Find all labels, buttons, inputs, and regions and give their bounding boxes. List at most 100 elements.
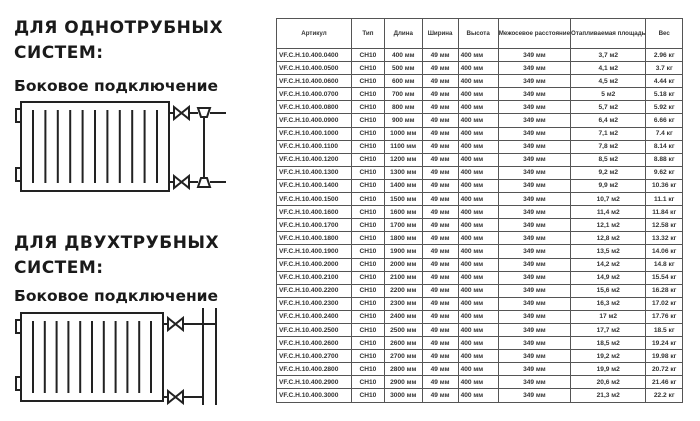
table-cell: 1600 мм: [383, 205, 423, 220]
table-cell: 21.46 кг: [645, 375, 683, 390]
table-cell: 15,6 м2: [570, 283, 647, 298]
table-cell: 349 мм: [497, 218, 572, 233]
table-cell: VF.C.H.10.400.0600: [276, 74, 352, 89]
table-cell: 349 мм: [497, 309, 572, 324]
table-cell: 400 мм: [457, 218, 499, 233]
table-cell: VF.C.H.10.400.2800: [276, 362, 352, 377]
table-cell: 4.44 кг: [645, 74, 683, 89]
table-cell: 349 мм: [497, 205, 572, 220]
table-cell: 49 мм: [421, 296, 459, 311]
table-cell: 400 мм: [457, 270, 499, 285]
table-cell: 10,7 м2: [570, 192, 647, 207]
table-cell: 15.54 кг: [645, 270, 683, 285]
table-cell: CH10: [350, 126, 385, 141]
table-cell: 11.1 кг: [645, 192, 683, 207]
table-cell: 400 мм: [457, 244, 499, 259]
table-cell: CH10: [350, 283, 385, 298]
table-cell: 400 мм: [457, 165, 499, 180]
table-cell: 400 мм: [383, 47, 423, 63]
table-cell: 400 мм: [457, 322, 499, 338]
table-cell: 700 мм: [383, 87, 423, 102]
two-pipe-title: ДЛЯ ДВУХТРУБНЫХ: [14, 233, 220, 253]
table-row: VF.C.H.10.400.1900 CH10 1900 мм 49 мм 400 мм…: [276, 244, 683, 259]
table-cell: CH10: [350, 322, 385, 338]
table-cell: 8.14 кг: [645, 139, 683, 154]
table-cell: CH10: [350, 100, 385, 115]
table-cell: 349 мм: [497, 349, 572, 364]
table-cell: 17.02 кг: [645, 296, 683, 311]
table-row: VF.C.H.10.400.1600 CH10 1600 мм 49 мм 400 мм…: [276, 205, 683, 220]
column-header: Ширина: [421, 18, 459, 49]
table-cell: 17 м2: [570, 309, 647, 324]
table-cell: 400 мм: [457, 126, 499, 141]
table-cell: 349 мм: [497, 47, 572, 63]
table-cell: 400 мм: [457, 388, 499, 403]
table-cell: CH10: [350, 388, 385, 403]
table-cell: 10.36 кг: [645, 178, 683, 194]
table-cell: 5,7 м2: [570, 100, 647, 115]
table-cell: 349 мм: [497, 178, 572, 194]
table-cell: 1100 мм: [383, 139, 423, 154]
table-cell: 400 мм: [457, 61, 499, 76]
table-cell: VF.C.H.10.400.1300: [276, 165, 352, 180]
table-cell: 1400 мм: [383, 178, 423, 194]
table-cell: 3.7 кг: [645, 61, 683, 76]
table-cell: 349 мм: [497, 74, 572, 89]
table-cell: 400 мм: [457, 309, 499, 324]
table-cell: 349 мм: [497, 152, 572, 167]
table-cell: 349 мм: [497, 257, 572, 272]
table-cell: 8,5 м2: [570, 152, 647, 167]
table-row: VF.C.H.10.400.2800 CH10 2800 мм 49 мм 400 мм…: [276, 362, 683, 377]
table-cell: 400 мм: [457, 231, 499, 246]
table-cell: VF.C.H.10.400.2300: [276, 296, 352, 311]
table-cell: 49 мм: [421, 388, 459, 403]
table-cell: 49 мм: [421, 322, 459, 338]
table-cell: 8.88 кг: [645, 152, 683, 167]
column-header: Межосевое расстояние: [497, 18, 572, 49]
table-cell: 349 мм: [497, 244, 572, 259]
table-cell: CH10: [350, 87, 385, 102]
table-cell: CH10: [350, 231, 385, 246]
table-cell: 400 мм: [457, 113, 499, 128]
table-cell: 349 мм: [497, 139, 572, 154]
table-row: VF.C.H.10.400.2200 CH10 2200 мм 49 мм 400 мм…: [276, 283, 683, 298]
table-cell: 400 мм: [457, 375, 499, 390]
table-cell: 349 мм: [497, 336, 572, 351]
table-cell: 14,2 м2: [570, 257, 647, 272]
table-cell: 400 мм: [457, 362, 499, 377]
table-cell: 49 мм: [421, 231, 459, 246]
table-row: VF.C.H.10.400.2500 CH10 2500 мм 49 мм 400 мм…: [276, 322, 683, 338]
table-cell: 9.62 кг: [645, 165, 683, 180]
table-cell: 1000 мм: [383, 126, 423, 141]
table-cell: 600 мм: [383, 74, 423, 89]
table-cell: VF.C.H.10.400.1800: [276, 231, 352, 246]
table-cell: 400 мм: [457, 257, 499, 272]
table-cell: CH10: [350, 139, 385, 154]
table-cell: 49 мм: [421, 257, 459, 272]
table-cell: CH10: [350, 296, 385, 311]
table-cell: 19.98 кг: [645, 349, 683, 364]
table-cell: VF.C.H.10.400.2600: [276, 336, 352, 351]
table-cell: 349 мм: [497, 375, 572, 390]
table-cell: 49 мм: [421, 270, 459, 285]
table-cell: 49 мм: [421, 165, 459, 180]
table-cell: 49 мм: [421, 87, 459, 102]
table-row: VF.C.H.10.400.0900 CH10 900 мм 49 мм 400 мм 3…: [276, 113, 683, 128]
table-cell: VF.C.H.10.400.3000: [276, 388, 352, 403]
table-row: VF.C.H.10.400.1300 CH10 1300 мм 49 мм 400 мм…: [276, 165, 683, 180]
column-header: Высота: [457, 18, 499, 49]
table-cell: 400 мм: [457, 87, 499, 102]
table-cell: 400 мм: [457, 205, 499, 220]
table-cell: 1800 мм: [383, 231, 423, 246]
table-cell: 400 мм: [457, 74, 499, 89]
table-cell: VF.C.H.10.400.0700: [276, 87, 352, 102]
table-cell: 400 мм: [457, 100, 499, 115]
table-row: VF.C.H.10.400.3000 CH10 3000 мм 49 мм 400 мм…: [276, 388, 683, 403]
table-cell: 349 мм: [497, 165, 572, 180]
table-cell: 9,2 м2: [570, 165, 647, 180]
table-cell: 49 мм: [421, 362, 459, 377]
table-cell: 900 мм: [383, 113, 423, 128]
table-cell: 2.96 кг: [645, 47, 683, 63]
table-row: VF.C.H.10.400.0500 CH10 500 мм 49 мм 400 мм 3…: [276, 61, 683, 76]
table-cell: CH10: [350, 113, 385, 128]
